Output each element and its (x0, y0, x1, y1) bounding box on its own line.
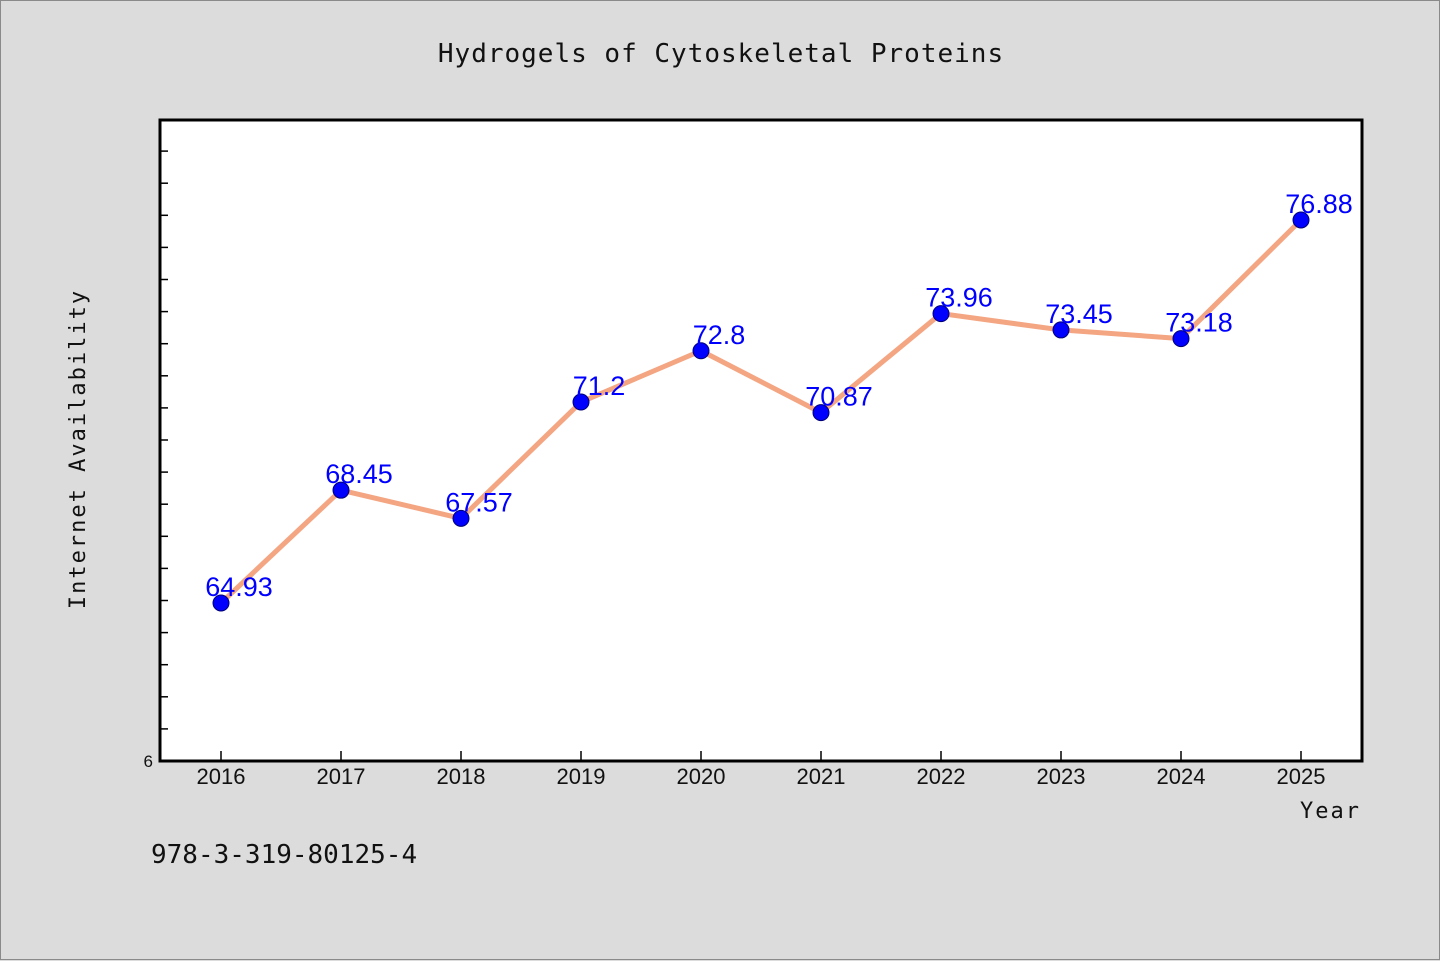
y-tick-label: 6 (144, 752, 153, 771)
data-label: 73.96 (925, 283, 993, 313)
data-label: 76.88 (1285, 189, 1353, 219)
x-tick-label: 2023 (1037, 764, 1086, 789)
series-line (219, 218, 1303, 605)
x-axis-label: Year (1300, 799, 1361, 824)
x-tick-label: 2021 (797, 764, 846, 789)
data-label: 67.57 (445, 487, 513, 517)
x-tick-label: 2019 (557, 764, 606, 789)
data-point (692, 342, 710, 360)
data-label: 70.87 (805, 382, 873, 412)
x-axis-ticks (220, 751, 1302, 761)
data-label: 73.18 (1165, 308, 1233, 338)
data-point (332, 481, 350, 499)
x-tick-label: 2018 (437, 764, 486, 789)
data-point (1172, 330, 1190, 348)
data-label: 68.45 (325, 459, 393, 489)
data-label: 71.2 (573, 371, 626, 401)
y-axis-ticks (160, 150, 168, 762)
series-markers (212, 211, 1310, 612)
data-point (812, 404, 830, 422)
footer-isbn: 978-3-319-80125-4 (151, 840, 417, 870)
x-tick-label: 2025 (1277, 764, 1326, 789)
data-label: 64.93 (205, 572, 273, 602)
data-point (212, 594, 230, 612)
plot-area (158, 118, 1364, 763)
x-tick-label: 2016 (197, 764, 246, 789)
data-point (932, 305, 950, 323)
data-labels: 64.93 68.45 67.57 71.2 72.8 70.87 73.96 73.45 73… (205, 189, 1353, 602)
x-axis-tick-labels: 2016 2017 2018 2019 2020 2021 2022 2023 2024 2025 (197, 764, 1326, 789)
data-point (572, 393, 590, 411)
x-tick-label: 2020 (677, 764, 726, 789)
data-label: 72.8 (693, 320, 746, 350)
data-point (1292, 211, 1310, 229)
data-point (452, 509, 470, 527)
data-point (1052, 321, 1070, 339)
chart-title: Hydrogels of Cytoskeletal Proteins (438, 39, 1004, 69)
y-axis-label: Internet Availability (66, 289, 91, 609)
x-tick-label: 2022 (917, 764, 966, 789)
x-tick-label: 2024 (1157, 764, 1206, 789)
x-tick-label: 2017 (317, 764, 366, 789)
data-label: 73.45 (1045, 299, 1113, 329)
